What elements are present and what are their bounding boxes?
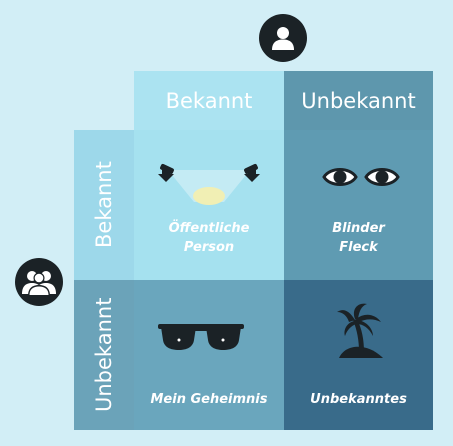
quadrant-unknown: Unbekanntes: [284, 280, 433, 430]
unknown-label: Unbekanntes: [310, 392, 407, 407]
quadrant-hidden: Mein Geheimnis: [134, 280, 284, 430]
row-header-known: Bekannt: [74, 130, 134, 280]
column-header-known: Bekannt: [134, 71, 284, 130]
others-avatar: [15, 258, 63, 306]
sunglasses-icon: [158, 324, 244, 350]
row-header-unknown: Unbekannt: [74, 280, 134, 430]
blind-label-line2: Fleck: [339, 240, 378, 255]
spotlight-icon: [158, 163, 260, 205]
open-label-line1: Öffentliche: [168, 221, 250, 236]
hidden-label: Mein Geheimnis: [150, 392, 268, 407]
self-avatar: [259, 14, 307, 62]
palm-island-icon: [337, 303, 383, 358]
column-header-unknown: Unbekannt: [284, 71, 433, 130]
eyes-icon: [322, 168, 400, 186]
quadrant-open: Öffentliche Person: [134, 130, 284, 280]
blind-label-line1: Blinder: [332, 221, 385, 236]
group-icon: [22, 271, 56, 296]
open-label-line2: Person: [183, 240, 235, 255]
user-icon: [272, 27, 294, 50]
quadrant-blind: Blinder Fleck: [284, 130, 433, 280]
